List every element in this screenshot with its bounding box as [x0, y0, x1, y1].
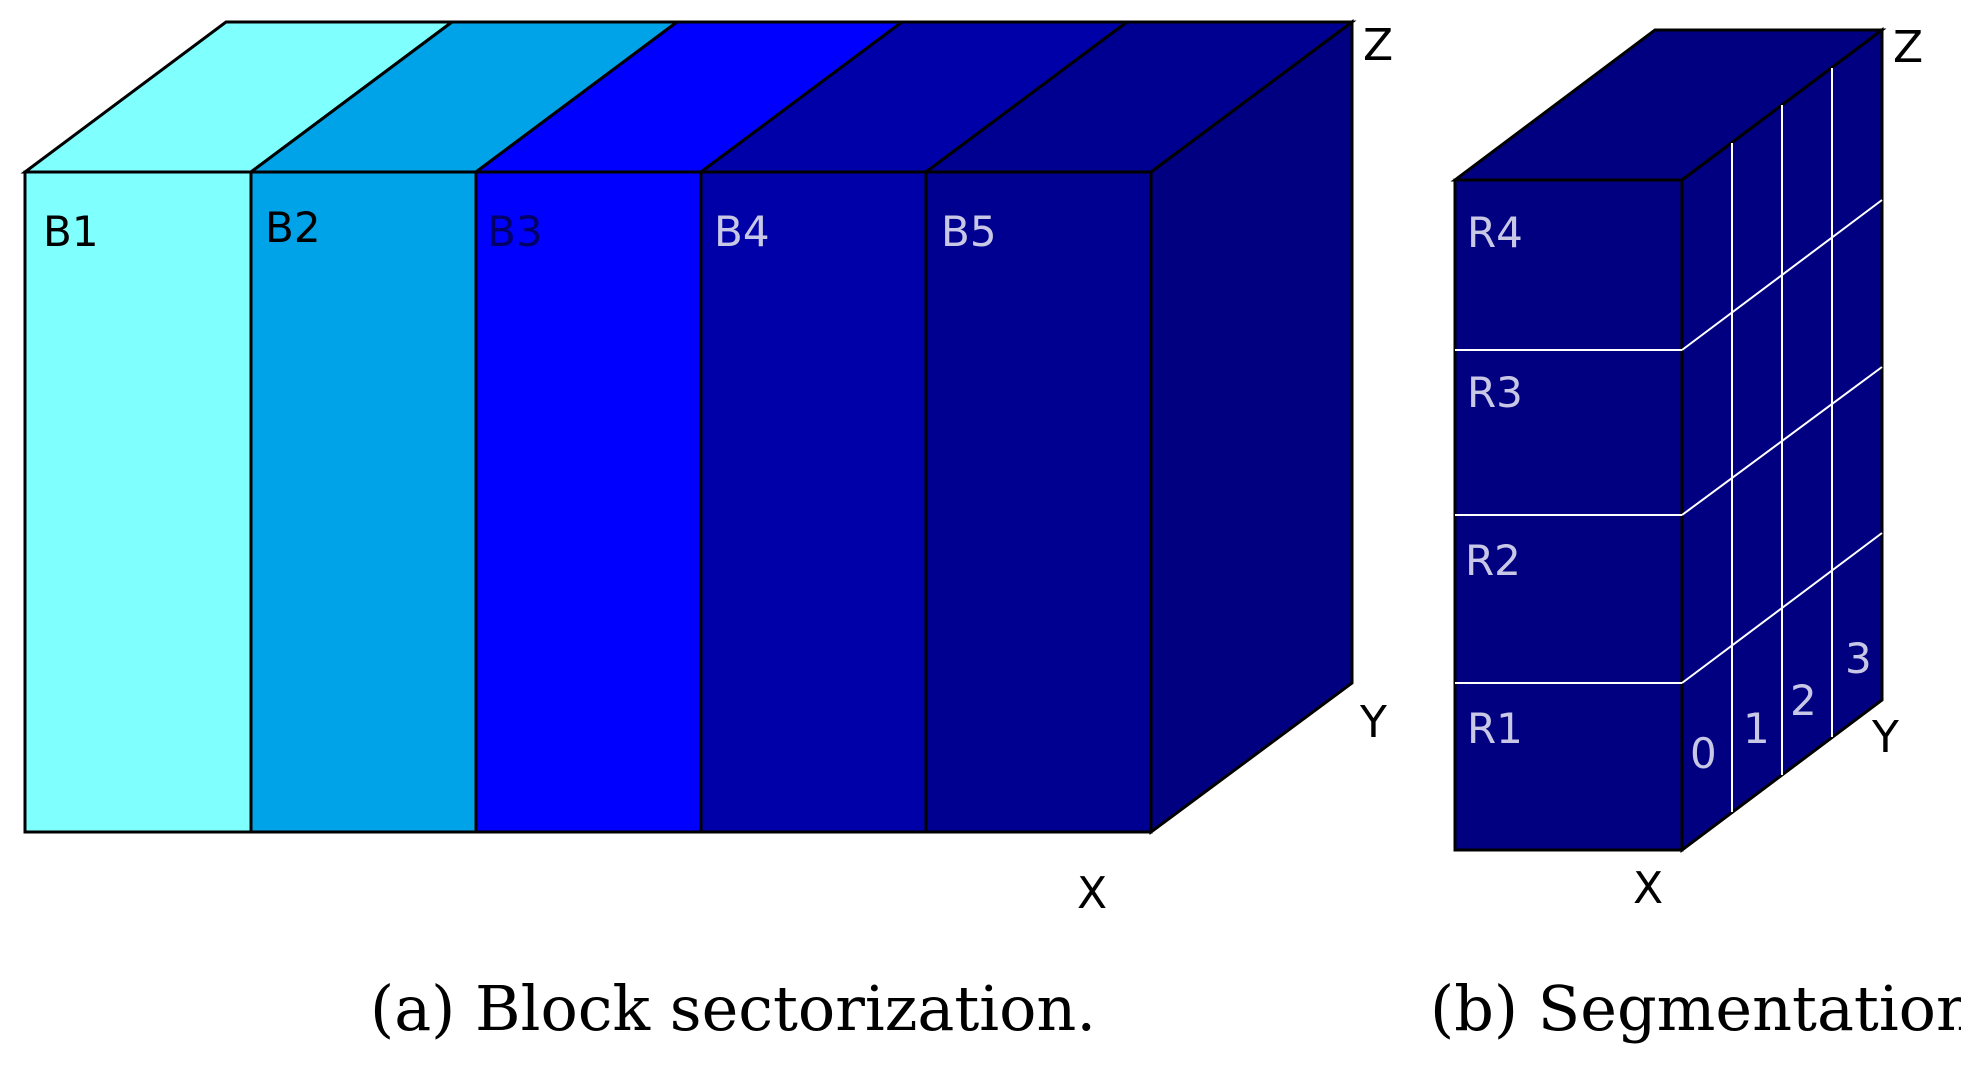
row-label-r2: R2 [1465, 536, 1521, 585]
column-label-1: 1 [1743, 704, 1770, 753]
block-b5: B5 [921, 20, 1357, 834]
axis-label-x-a: X [1077, 868, 1107, 919]
axis-label-x-b: X [1633, 863, 1663, 914]
block-b5-front [924, 170, 1153, 834]
block-b1-front [23, 170, 253, 834]
row-label-r4: R4 [1467, 208, 1523, 257]
block-b1-label: B1 [43, 207, 99, 256]
block-b4-label: B4 [714, 207, 770, 256]
block-b2-label: B2 [265, 203, 321, 252]
block-b3-label: B3 [487, 207, 543, 256]
block-b2-front [249, 170, 478, 834]
row-dividers [1455, 349, 1682, 684]
segmentation-panel: R4 R3 R2 R1 0 1 2 3 Z Y X (b) Segmentati… [1430, 22, 1961, 1045]
block-b4: B4 [696, 20, 1132, 834]
block-sectorization-panel: B1 B2 B3 B4 B5 Z Y X (a) Block sectoriza… [20, 19, 1393, 1045]
column-dividers [1731, 68, 1833, 812]
column-label-2: 2 [1790, 676, 1817, 725]
axis-label-y-b: Y [1871, 712, 1899, 763]
axis-label-z-a: Z [1363, 20, 1393, 71]
axis-label-y-a: Y [1359, 697, 1387, 748]
column-label-3: 3 [1845, 634, 1872, 683]
row-label-r1: R1 [1467, 704, 1523, 753]
block-b4-front [699, 170, 928, 834]
block-b2: B2 [246, 20, 682, 834]
axis-label-z-b: Z [1893, 22, 1923, 73]
column-label-0: 0 [1690, 729, 1717, 778]
block-b3-front [474, 170, 703, 834]
block-b1: B1 [20, 20, 457, 834]
row-label-r3: R3 [1467, 368, 1523, 417]
caption-a: (a) Block sectorization. [370, 972, 1096, 1045]
block-b5-label: B5 [941, 207, 997, 256]
caption-b: (b) Segmentation [1430, 972, 1961, 1045]
